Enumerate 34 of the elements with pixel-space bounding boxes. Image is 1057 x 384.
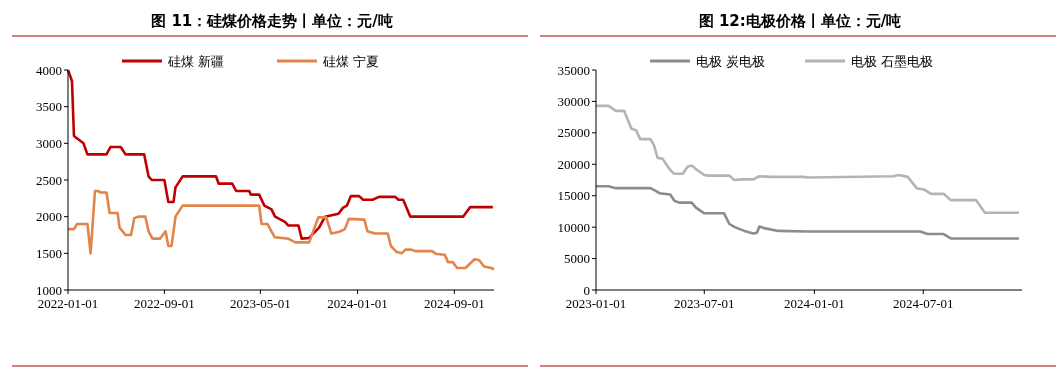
line-series [594,184,1021,240]
legend-label: 硅煤 新疆 [167,53,225,69]
y-tick-label: 15000 [557,188,590,204]
y-tick-label: 10000 [557,219,590,235]
y-tick-label: 1500 [36,245,62,261]
y-tick-label: 3000 [36,135,62,151]
x-tick-label: 2024-01-01 [784,296,845,311]
y-tick-label: 25000 [557,125,590,141]
x-tick-label: 2023-05-01 [230,296,291,311]
y-tick-label: 35000 [557,62,590,78]
y-tick-label: 2000 [36,209,62,225]
y-tick-label: 30000 [557,93,590,109]
y-tick-label: 3500 [36,99,62,115]
x-tick-label: 2024-01-01 [327,296,388,311]
x-tick-label: 2024-07-01 [892,296,954,311]
y-tick-label: 1000 [36,282,62,298]
y-tick-label: 4000 [36,62,62,78]
x-tick-label: 2022-01-01 [37,296,99,311]
legend-label: 硅煤 宁夏 [322,53,380,69]
line-series [594,104,1021,214]
y-tick-label: 2500 [36,172,62,188]
y-tick-label: 0 [583,282,590,298]
y-tick-label: 5000 [564,251,590,267]
chart-title: 图 11：硅煤价格走势丨单位：元/吨 [151,12,393,30]
legend-label: 电极 炭电极 [696,53,766,69]
y-tick-label: 20000 [557,156,590,172]
x-tick-label: 2022-09-01 [134,296,195,311]
line-series [66,68,495,240]
x-tick-label: 2024-09-01 [424,296,485,311]
chart-title: 图 12:电极价格丨单位：元/吨 [698,12,902,30]
x-tick-label: 2023-01-01 [565,296,627,311]
line-series [66,189,496,271]
legend-label: 电极 石墨电极 [851,53,934,69]
x-tick-label: 2023-07-01 [673,296,735,311]
